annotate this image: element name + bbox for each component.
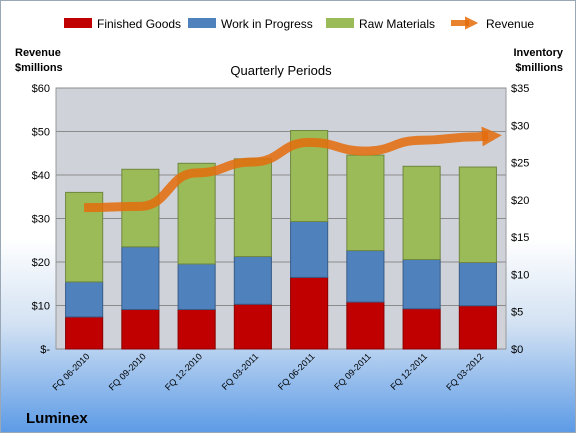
left-tick-label: $50 (32, 127, 50, 139)
bars (65, 130, 497, 350)
revenue-line (84, 126, 502, 213)
x-tick-label: FQ 06-2010 (51, 351, 92, 392)
bar-work-in-progress (177, 263, 216, 310)
bar-finished-goods (458, 305, 497, 350)
left-tick-label: $60 (32, 83, 50, 95)
right-tick-label: $25 (511, 158, 529, 170)
legend-swatch-work-in-progress (188, 18, 216, 28)
x-tick-label: FQ 09-2010 (107, 351, 148, 392)
right-tick-label: $20 (511, 195, 529, 207)
company-name: Luminex (26, 410, 88, 427)
x-tick-label: FQ 06-2011 (276, 351, 317, 392)
left-tick-label: $20 (32, 257, 50, 269)
left-tick-label: $40 (32, 170, 50, 182)
revenue-line-path (84, 126, 502, 213)
bar-work-in-progress (346, 250, 385, 303)
bar-work-in-progress (402, 259, 441, 310)
right-tick-label: $15 (511, 232, 529, 244)
right-tick-label: $30 (511, 120, 529, 132)
bar-work-in-progress (65, 281, 104, 318)
bar-finished-goods (290, 276, 329, 350)
legend-label-revenue: Revenue (486, 17, 534, 31)
x-tick-label: FQ 12-2010 (163, 351, 204, 392)
left-axis: $- $10 $20 $30 $40 $50 $60 (32, 83, 51, 356)
legend-label-raw-materials: Raw Materials (359, 17, 435, 31)
bar-raw-materials (402, 165, 441, 261)
right-axis-title-line2: $millions (515, 62, 563, 74)
right-tick-label: $10 (511, 269, 529, 281)
right-axis: $0 $5 $10 $15 $20 $25 $30 $35 (511, 83, 529, 356)
bar-work-in-progress (458, 261, 497, 307)
bar-work-in-progress (121, 246, 160, 310)
bar-finished-goods (121, 308, 160, 350)
left-tick-label: $10 (32, 301, 50, 313)
x-axis: FQ 06-2010 FQ 09-2010 FQ 12-2010 FQ 03-2011… (51, 351, 486, 392)
x-tick-label: FQ 12-2011 (388, 351, 429, 392)
chart-title: Quarterly Periods (230, 63, 332, 78)
left-axis-title-line2: $millions (15, 62, 63, 74)
right-tick-label: $0 (511, 344, 523, 356)
legend-swatch-raw-materials (326, 18, 354, 28)
left-axis-title-line1: Revenue (15, 47, 61, 59)
x-tick-label: FQ 03-2011 (220, 351, 261, 392)
bar-raw-materials (233, 158, 272, 258)
bar-work-in-progress (290, 220, 329, 278)
legend-label-work-in-progress: Work in Progress (221, 17, 313, 31)
bar-work-in-progress (233, 256, 272, 305)
right-axis-title-line1: Inventory (513, 47, 563, 59)
bar-finished-goods (233, 303, 272, 350)
bar-finished-goods (177, 308, 216, 350)
left-tick-label: $- (40, 344, 50, 356)
bar-finished-goods (65, 316, 104, 350)
legend-label-finished-goods: Finished Goods (97, 17, 181, 31)
bar-raw-materials (346, 154, 385, 252)
bar-raw-materials (458, 166, 497, 263)
x-tick-label: FQ 03-2012 (444, 351, 485, 392)
legend: Finished Goods Work in Progress Raw Mate… (64, 16, 534, 31)
left-tick-label: $30 (32, 214, 50, 226)
bar-finished-goods (402, 308, 441, 350)
bar-finished-goods (346, 301, 385, 350)
right-tick-label: $5 (511, 307, 523, 319)
legend-swatch-finished-goods (64, 18, 92, 28)
x-tick-label: FQ 09-2011 (332, 351, 373, 392)
right-tick-label: $35 (511, 83, 529, 95)
